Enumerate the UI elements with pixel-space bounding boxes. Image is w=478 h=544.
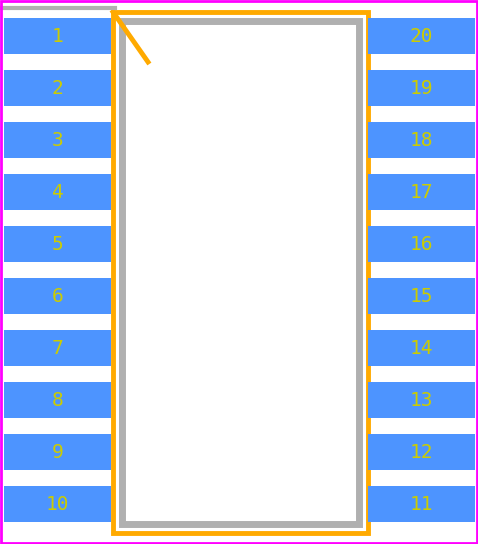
Bar <box>4 70 111 106</box>
Text: 7: 7 <box>52 338 64 357</box>
Bar <box>4 434 111 470</box>
Text: 19: 19 <box>410 78 433 97</box>
Text: 1: 1 <box>52 27 64 46</box>
Text: 18: 18 <box>410 131 433 150</box>
Text: 20: 20 <box>410 27 433 46</box>
Text: 15: 15 <box>410 287 433 306</box>
Bar <box>368 434 475 470</box>
Bar <box>4 330 111 366</box>
Bar <box>4 226 111 262</box>
Text: 5: 5 <box>52 234 64 254</box>
Bar <box>368 226 475 262</box>
Bar <box>4 486 111 522</box>
Bar <box>4 18 111 54</box>
Text: 12: 12 <box>410 442 433 461</box>
Bar <box>122 21 359 524</box>
Text: 16: 16 <box>410 234 433 254</box>
Bar <box>4 382 111 418</box>
Bar <box>4 278 111 314</box>
Bar <box>4 174 111 210</box>
Bar <box>368 174 475 210</box>
Text: 4: 4 <box>52 182 64 201</box>
Bar <box>368 122 475 158</box>
Bar <box>368 330 475 366</box>
Text: 13: 13 <box>410 391 433 410</box>
Bar <box>368 18 475 54</box>
Text: 8: 8 <box>52 391 64 410</box>
Bar <box>368 278 475 314</box>
Bar <box>368 486 475 522</box>
Text: 3: 3 <box>52 131 64 150</box>
Text: 14: 14 <box>410 338 433 357</box>
Bar <box>4 122 111 158</box>
Bar <box>113 12 368 533</box>
Text: 2: 2 <box>52 78 64 97</box>
Bar <box>368 382 475 418</box>
Text: 6: 6 <box>52 287 64 306</box>
Text: 11: 11 <box>410 494 433 514</box>
Text: 9: 9 <box>52 442 64 461</box>
Text: 17: 17 <box>410 182 433 201</box>
Bar <box>368 70 475 106</box>
Text: 10: 10 <box>46 494 69 514</box>
